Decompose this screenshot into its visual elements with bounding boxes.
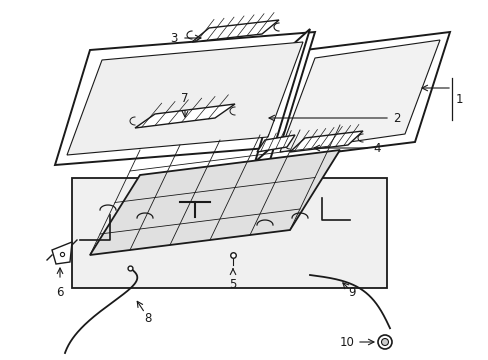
Text: 8: 8 [144, 311, 151, 324]
Polygon shape [254, 29, 309, 162]
Text: 3: 3 [170, 32, 178, 45]
Polygon shape [135, 104, 235, 128]
Polygon shape [192, 20, 279, 42]
Polygon shape [269, 32, 449, 160]
Polygon shape [52, 242, 72, 264]
Polygon shape [280, 40, 439, 152]
Text: 7: 7 [181, 92, 188, 105]
Text: 1: 1 [455, 93, 463, 105]
Polygon shape [289, 131, 362, 152]
Polygon shape [67, 42, 303, 155]
Polygon shape [90, 150, 339, 255]
Bar [72, 178, 386, 288]
Text: 10: 10 [340, 336, 354, 348]
Polygon shape [257, 135, 294, 152]
Polygon shape [55, 32, 314, 165]
Text: 5: 5 [229, 278, 236, 291]
Text: 4: 4 [372, 141, 380, 154]
Text: 6: 6 [56, 286, 63, 299]
Text: 2: 2 [392, 112, 400, 125]
Text: 9: 9 [347, 285, 355, 298]
Circle shape [377, 335, 391, 349]
Circle shape [381, 338, 387, 346]
